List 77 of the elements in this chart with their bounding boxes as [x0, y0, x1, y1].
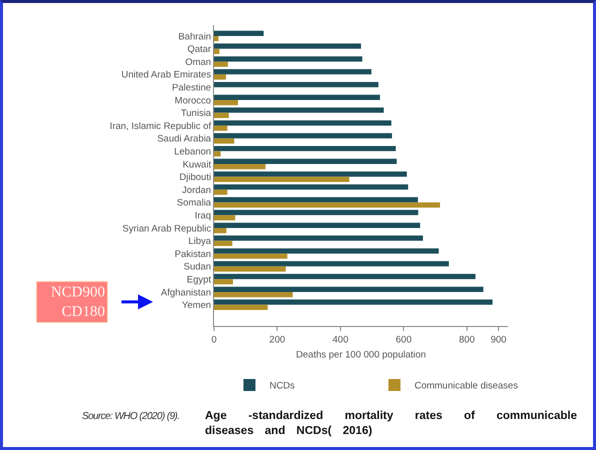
bar — [214, 248, 439, 254]
legend-label: NCDs — [269, 380, 296, 392]
bar — [214, 112, 229, 118]
y-tick-label: Yemen — [182, 300, 212, 312]
y-tick-label: Tunisia — [180, 108, 212, 120]
bar — [214, 176, 350, 182]
bar — [214, 151, 221, 156]
bar — [214, 172, 407, 177]
y-tick-label: Saudi Arabia — [157, 134, 212, 145]
bar — [214, 138, 234, 144]
y-tick-label: Sudan — [184, 262, 212, 273]
x-tick-label: 200 — [269, 334, 286, 346]
bar — [214, 69, 372, 74]
bar — [214, 146, 396, 152]
bar — [214, 215, 236, 220]
bar — [214, 236, 423, 241]
y-tick-label: Afghanistan — [160, 287, 212, 298]
y-tick-label: Lebanon — [174, 146, 212, 158]
bar — [214, 56, 362, 62]
bar — [214, 292, 293, 298]
bar — [214, 74, 226, 80]
bar — [214, 164, 266, 170]
y-tick-label: Somalia — [176, 198, 212, 209]
bar — [214, 228, 226, 234]
y-tick-label: Kuwait — [182, 159, 212, 170]
x-tick-label: 600 — [396, 334, 412, 346]
bar — [214, 158, 397, 164]
bar — [214, 30, 264, 36]
y-tick-label: Iran, Islamic Republic of — [110, 120, 212, 132]
bar — [214, 222, 420, 228]
y-tick-label: Bahrain — [178, 31, 212, 42]
y-tick-label: Pakistan — [174, 248, 212, 260]
text: Age -standardized mortality rates of communicable diseases and NCDs( 2016) — [205, 409, 577, 439]
x-tick-label: 800 — [458, 334, 475, 346]
y-tick-label: Djibouti — [179, 172, 212, 184]
source-note: Source: WHO (2020) (9). — [82, 411, 180, 422]
bar — [214, 94, 380, 100]
bar — [214, 100, 238, 106]
y-tick-label: Egypt — [186, 274, 212, 286]
bar — [214, 279, 233, 284]
y-tick-label: Syrian Arab Republic — [122, 223, 212, 234]
y-tick-label: Morocco — [174, 95, 212, 106]
bar — [214, 274, 476, 280]
bar — [214, 184, 408, 190]
y-tick-label: Qatar — [187, 44, 212, 56]
bar — [214, 48, 220, 54]
y-tick-label: United Arab Emirates — [121, 70, 212, 81]
y-tick-label: Palestine — [172, 82, 212, 94]
bar — [214, 36, 218, 42]
bar — [214, 202, 440, 208]
bar — [214, 120, 392, 126]
y-tick-label: Oman — [185, 56, 212, 68]
bar — [214, 261, 449, 266]
y-tick-label: Jordan — [182, 184, 212, 196]
legend-label: Communicable diseases — [414, 380, 518, 392]
bar — [214, 44, 361, 49]
bar — [214, 197, 418, 202]
bar — [214, 254, 288, 259]
x-tick-label: 400 — [332, 334, 348, 346]
bar — [214, 62, 228, 67]
x-tick-label: 0 — [211, 334, 217, 346]
x-tick-label: 900 — [490, 334, 506, 346]
bar — [214, 304, 268, 310]
bar — [214, 108, 384, 113]
bar — [214, 240, 232, 246]
bar — [214, 133, 392, 138]
bar — [214, 210, 418, 216]
text: NCD900 CD180 — [50, 284, 105, 320]
bar — [214, 126, 228, 131]
bar — [214, 190, 228, 195]
bar — [214, 82, 378, 88]
bar — [214, 286, 484, 292]
bar — [214, 300, 493, 305]
y-tick-label: Iraq — [194, 210, 212, 222]
y-tick-label: Libya — [188, 236, 212, 248]
x-axis-title: Deaths per 100 000 population — [296, 350, 426, 361]
bar — [214, 266, 286, 272]
